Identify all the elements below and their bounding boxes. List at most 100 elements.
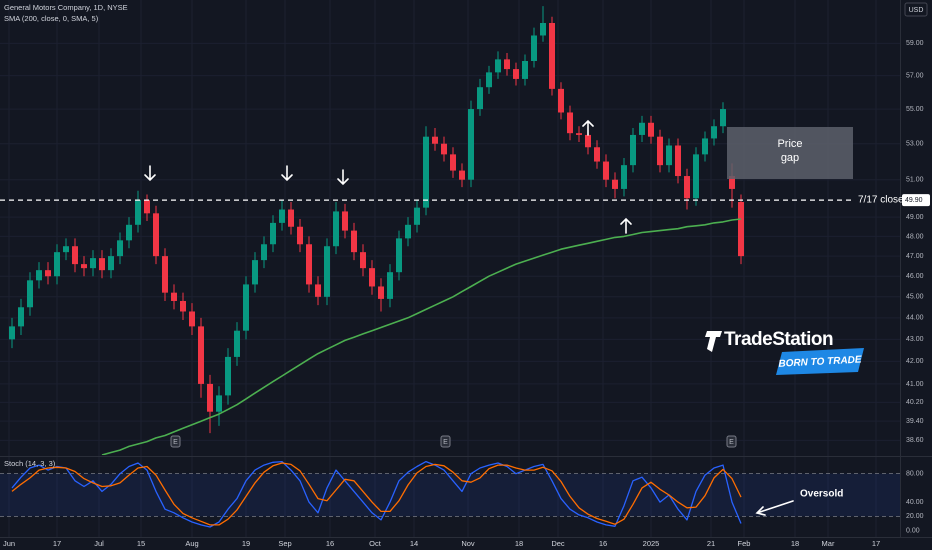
slogan-box	[776, 348, 864, 375]
x-tick-label: Nov	[461, 539, 475, 548]
candle-body	[459, 170, 465, 180]
candle-body	[711, 126, 717, 139]
candle-body	[495, 59, 501, 73]
candle-body	[585, 134, 591, 148]
currency[interactable]: USD	[909, 7, 924, 14]
candle-body	[360, 252, 366, 269]
candle-body	[630, 134, 636, 166]
y-tick-label: 38.60	[906, 437, 924, 444]
candle-body	[198, 326, 204, 384]
candle-body	[666, 145, 672, 166]
down-arrow	[337, 169, 349, 186]
candle-body	[135, 200, 141, 225]
candle-body	[567, 112, 573, 134]
x-tick-label: 18	[791, 539, 799, 548]
y-tick-label: 43.00	[906, 336, 924, 343]
down-arrow	[281, 165, 293, 182]
candle-body	[297, 226, 303, 245]
price-gap-box	[727, 127, 853, 179]
logo: TradeStation BORN TO TRADE	[705, 329, 864, 375]
stoch-band	[0, 473, 900, 517]
x-tick-label: 21	[707, 539, 715, 548]
candle-body	[90, 258, 96, 269]
x-tick-label: 16	[326, 539, 334, 548]
candle-body	[63, 246, 69, 253]
candle-body	[603, 161, 609, 180]
x-tick-label: 14	[410, 539, 418, 548]
stoch-line	[11, 462, 742, 526]
x-tick-label: 16	[599, 539, 607, 548]
up-arrow	[620, 217, 632, 234]
candle-body	[225, 356, 231, 396]
y-tick-label: 42.00	[906, 358, 924, 365]
candle-body	[189, 311, 195, 327]
logo-text: TradeStation	[724, 329, 833, 350]
axes: Jun 17 Jul 15 Aug 19 Sep 16 Oct 14 Nov 18 Dec 16 2025 2…	[3, 40, 924, 548]
candle-body	[504, 59, 510, 70]
candle-body	[720, 109, 726, 127]
x-tick-label: 17	[53, 539, 61, 548]
currency-box[interactable]	[904, 2, 928, 17]
y-tick-label: 80.00	[906, 470, 924, 477]
candle-body	[99, 258, 105, 271]
y-tick-label: 59.00	[906, 40, 924, 47]
candle-body	[477, 87, 483, 110]
candle-body	[162, 256, 168, 293]
candle-body	[729, 176, 735, 189]
x-tick-label: Aug	[185, 539, 198, 548]
candle-body	[234, 330, 240, 357]
price-tag-label: 49.90	[905, 197, 923, 204]
candle-body	[324, 246, 330, 297]
candle-body	[144, 200, 150, 214]
x-tick-label: Oct	[369, 539, 382, 548]
candle-body	[675, 145, 681, 177]
indicator-label: Stoch (14, 3, 3)	[4, 459, 56, 468]
candle-body	[702, 138, 708, 155]
y-tick-label: 49.00	[906, 214, 924, 221]
candle-body	[378, 286, 384, 299]
candle-body	[441, 143, 447, 155]
y-tick-label: 53.00	[906, 141, 924, 148]
x-tick-label: Feb	[738, 539, 751, 548]
candle-body	[180, 300, 186, 312]
y-tick-label: 39.40	[906, 418, 924, 425]
candle-body	[369, 268, 375, 287]
earnings-marker[interactable]	[170, 435, 181, 448]
candle-body	[315, 284, 321, 297]
y-tick-label: 45.00	[906, 294, 924, 301]
sma-line	[101, 218, 742, 455]
y-tick-label: 51.00	[906, 177, 924, 184]
oversold-label: Oversold	[800, 489, 843, 500]
candle-body	[342, 211, 348, 231]
candle-body	[117, 240, 123, 257]
candle-body	[261, 244, 267, 261]
slogan: BORN TO TRADE	[778, 354, 862, 369]
x-tick-label: Mar	[822, 539, 835, 548]
reference-label: 7/17 close	[858, 195, 904, 206]
candle-body	[9, 326, 15, 340]
x-tick-label: 19	[242, 539, 250, 548]
candle-body	[351, 230, 357, 253]
down-arrow	[144, 165, 156, 182]
y-tick-label: 55.00	[906, 106, 924, 113]
candle-body	[54, 252, 60, 277]
candle-body	[288, 209, 294, 227]
candle-body	[126, 224, 132, 241]
oversold-arrow	[755, 500, 794, 516]
earnings-marker[interactable]	[440, 435, 451, 448]
annotation-arrows	[144, 119, 794, 516]
candle-body	[36, 270, 42, 281]
candle-body	[243, 284, 249, 331]
candle-body	[549, 22, 555, 89]
earnings-label: E	[443, 439, 448, 446]
candle-body	[45, 270, 51, 277]
x-tick-label: 18	[515, 539, 523, 548]
y-tick-label: 46.00	[906, 273, 924, 280]
candle-body	[405, 224, 411, 239]
candle-body	[576, 133, 582, 135]
earnings-label: E	[729, 439, 734, 446]
candle-body	[684, 176, 690, 199]
candle-body	[306, 244, 312, 285]
earnings-marker[interactable]	[726, 435, 737, 448]
